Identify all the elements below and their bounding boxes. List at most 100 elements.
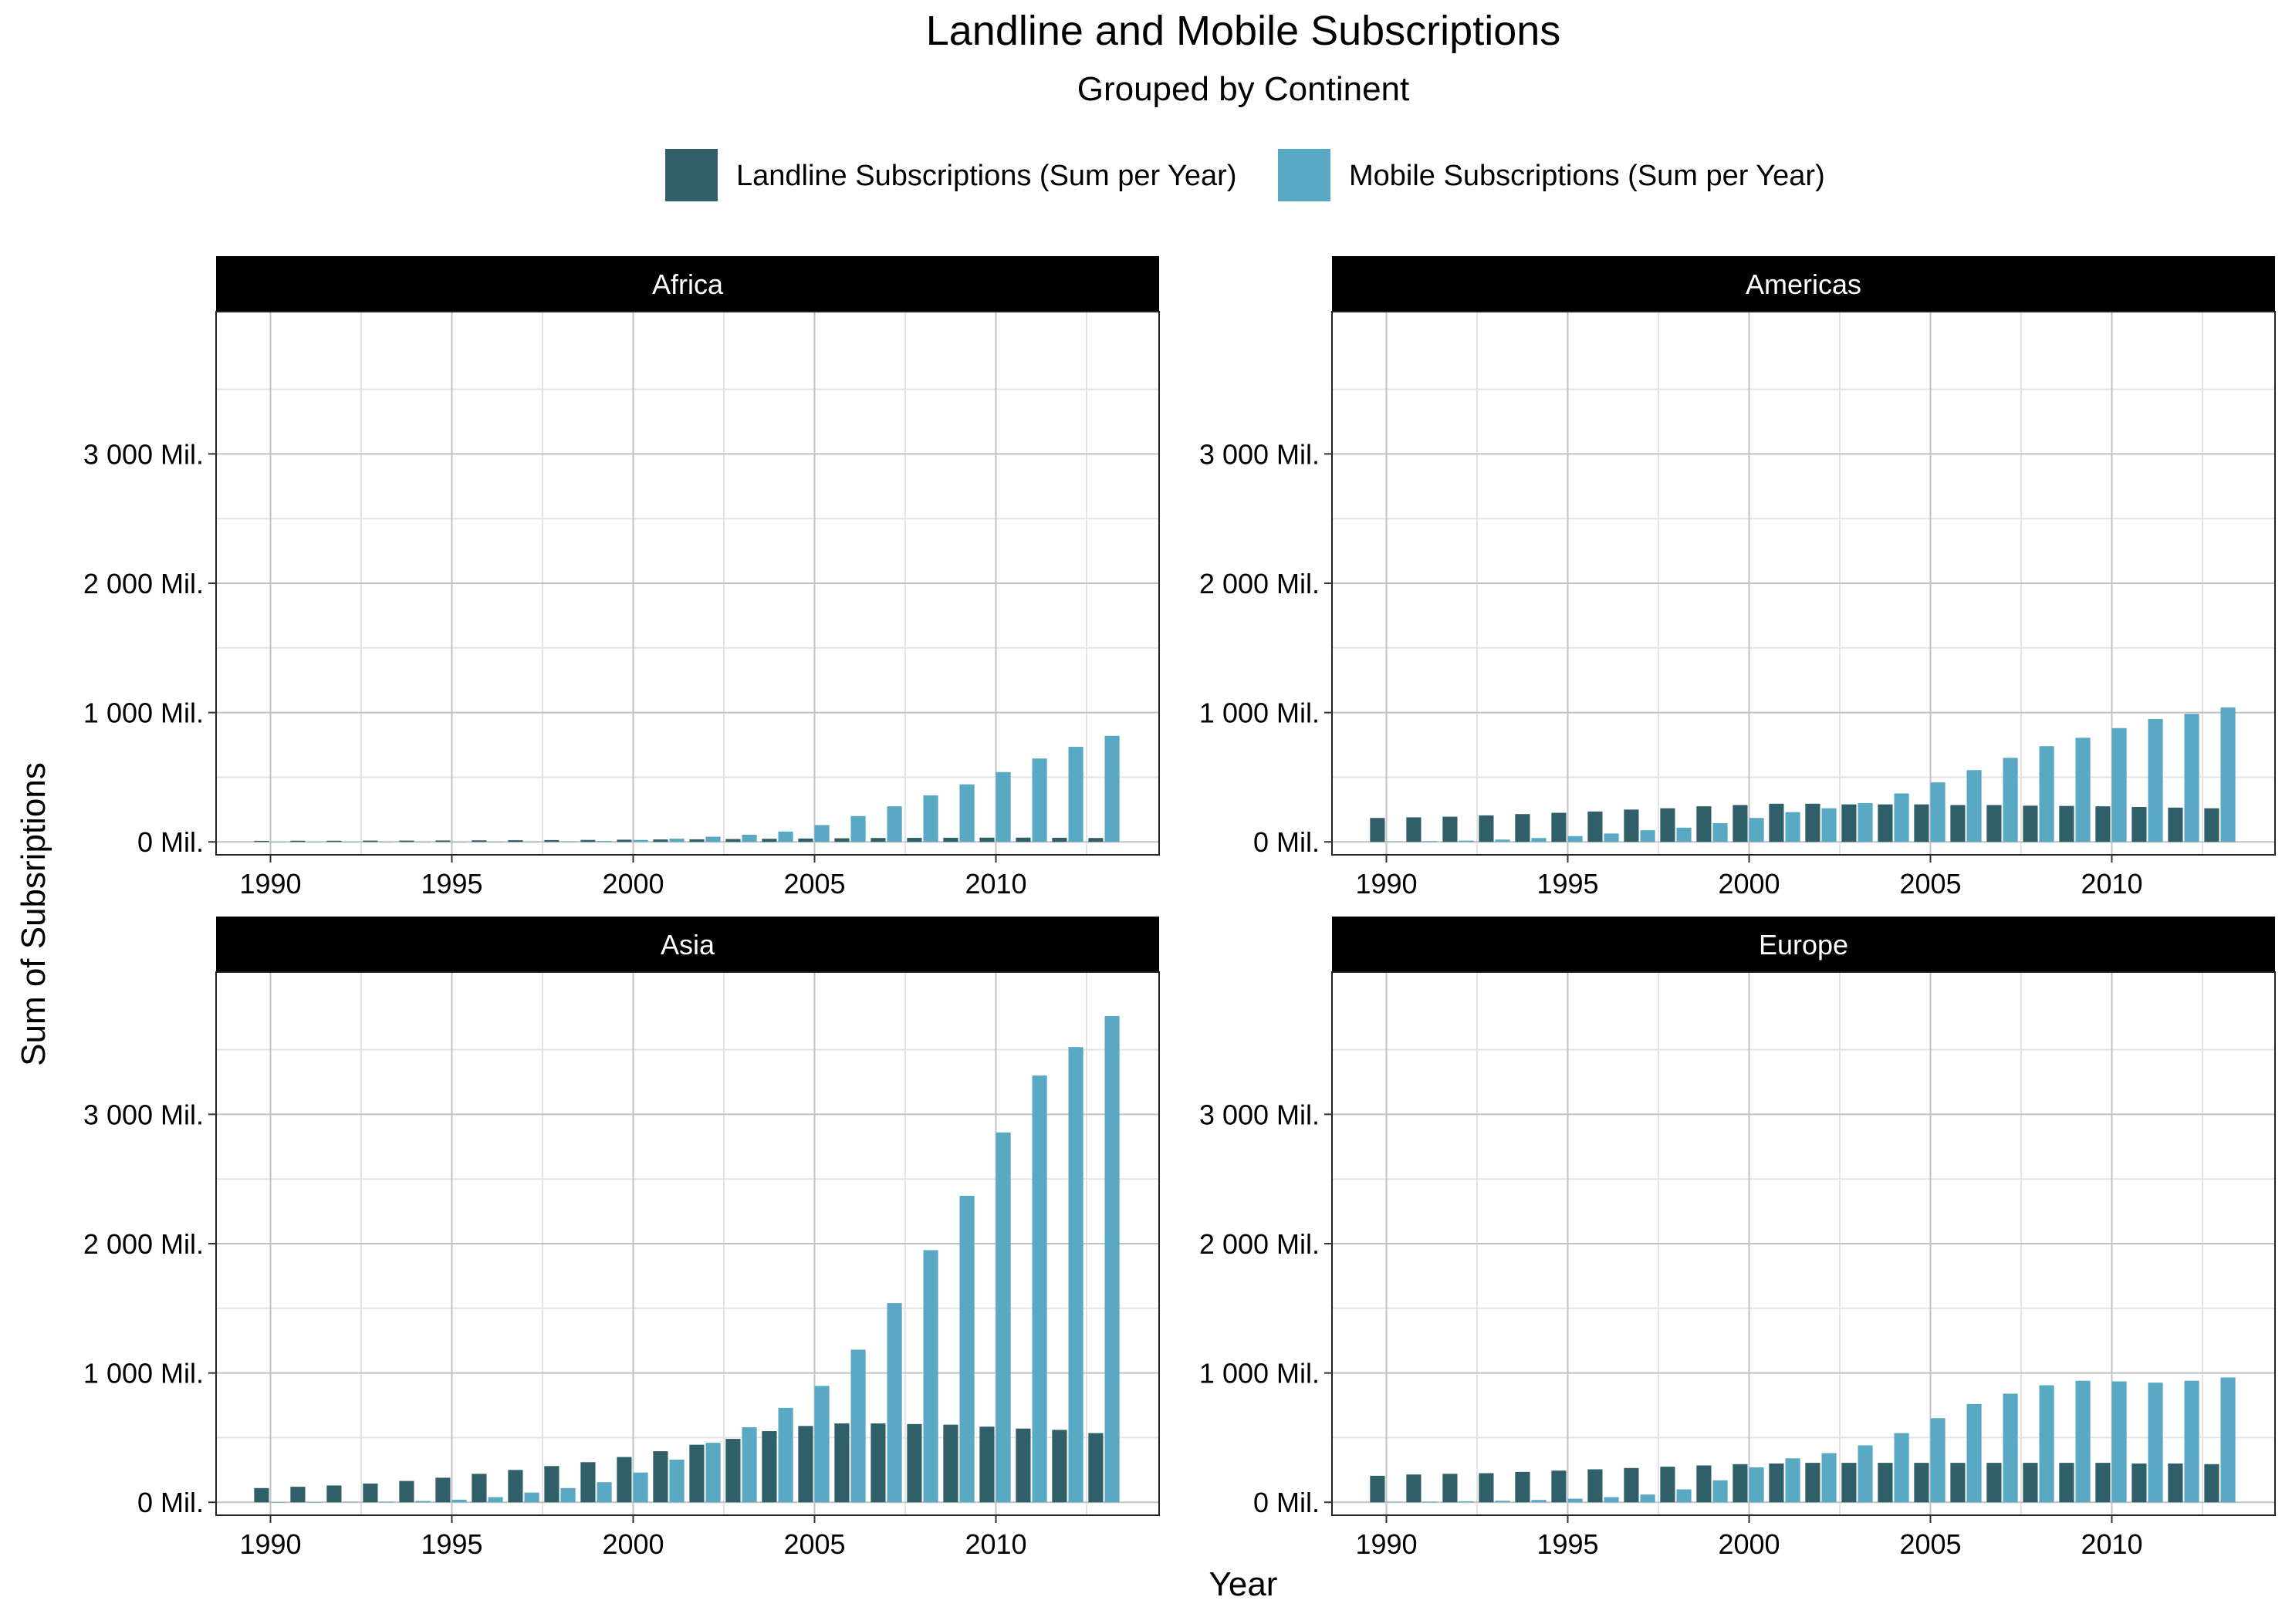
landline-bar-1995 bbox=[1551, 812, 1567, 842]
y-tick-label: 2 000 Mil. bbox=[1199, 1228, 1320, 1260]
facet-panel-africa: Africa 0 Mil. 1 000 Mil. 2 000 Mil. 3 000 Mi… bbox=[83, 256, 1160, 900]
mobile-bar-2010 bbox=[2111, 728, 2127, 842]
landline-bar-1991 bbox=[1406, 1474, 1422, 1503]
landline-bar-1995 bbox=[435, 1477, 451, 1503]
x-tick-label: 2000 bbox=[1718, 868, 1780, 900]
facet-strip bbox=[1332, 917, 2275, 972]
facet-strip-label: Africa bbox=[652, 268, 724, 300]
mobile-bar-2003 bbox=[742, 1427, 757, 1503]
mobile-bar-1998 bbox=[560, 1487, 576, 1503]
landline-bar-2007 bbox=[1986, 805, 2002, 842]
landline-bar-1998 bbox=[1660, 1467, 1675, 1503]
mobile-bar-2003 bbox=[1858, 802, 1873, 842]
mobile-bar-2010 bbox=[996, 771, 1011, 842]
facet-strip bbox=[1332, 256, 2275, 312]
landline-bar-1996 bbox=[1587, 1469, 1603, 1503]
mobile-bar-1995 bbox=[1567, 836, 1583, 842]
landline-bar-2010 bbox=[979, 837, 995, 842]
landline-bar-2010 bbox=[979, 1426, 995, 1503]
landline-bar-2012 bbox=[2168, 1463, 2183, 1503]
legend-swatch-mobile bbox=[1278, 149, 1330, 201]
landline-bar-2006 bbox=[1950, 805, 1966, 842]
landline-bar-2007 bbox=[870, 1423, 886, 1503]
mobile-bar-2007 bbox=[887, 1303, 902, 1503]
mobile-bar-1990 bbox=[270, 1502, 286, 1503]
mobile-bar-2007 bbox=[887, 806, 902, 842]
legend-label-landline: Landline Subscriptions (Sum per Year) bbox=[736, 160, 1237, 192]
y-tick-label: 2 000 Mil. bbox=[83, 1228, 204, 1260]
facet-panel-americas: Americas 0 Mil. 1 000 Mil. 2 000 Mil. 3 000 … bbox=[1199, 256, 2276, 900]
mobile-bar-1997 bbox=[524, 1492, 539, 1503]
mobile-bar-1993 bbox=[379, 1501, 394, 1503]
landline-bar-2000 bbox=[1733, 1464, 1748, 1503]
mobile-bar-2000 bbox=[633, 1472, 648, 1503]
mobile-bar-2003 bbox=[742, 835, 757, 842]
landline-bar-2011 bbox=[2131, 806, 2147, 842]
landline-bar-2002 bbox=[689, 839, 705, 842]
landline-bar-2007 bbox=[870, 838, 886, 842]
y-tick-label: 1 000 Mil. bbox=[1199, 697, 1320, 729]
mobile-bar-2009 bbox=[2075, 1380, 2091, 1503]
mobile-bar-2011 bbox=[2148, 719, 2163, 842]
x-tick-label: 2005 bbox=[1899, 868, 1961, 900]
landline-bar-1992 bbox=[326, 1485, 342, 1503]
landline-bar-2000 bbox=[617, 839, 632, 842]
mobile-bar-2006 bbox=[1966, 1403, 1982, 1503]
mobile-bar-1993 bbox=[1495, 839, 1510, 842]
landline-bar-1991 bbox=[290, 840, 306, 842]
mobile-bar-1993 bbox=[1495, 1501, 1510, 1503]
y-tick-label: 0 Mil. bbox=[137, 1487, 204, 1518]
x-tick-label: 2010 bbox=[2081, 868, 2142, 900]
landline-bar-2005 bbox=[1914, 1463, 1929, 1503]
mobile-bar-2000 bbox=[1749, 1467, 1764, 1503]
x-tick-label: 2010 bbox=[2081, 1528, 2142, 1560]
mobile-bar-2009 bbox=[959, 1195, 975, 1503]
landline-bar-2001 bbox=[653, 1451, 668, 1503]
x-axis-label: Year bbox=[1209, 1565, 1278, 1603]
landline-bar-1993 bbox=[363, 1483, 378, 1503]
legend-label-mobile: Mobile Subscriptions (Sum per Year) bbox=[1349, 160, 1825, 192]
landline-bar-2003 bbox=[1841, 1463, 1857, 1503]
landline-bar-1991 bbox=[1406, 817, 1422, 842]
mobile-bar-2009 bbox=[959, 784, 975, 842]
legend-swatch-landline bbox=[665, 149, 718, 201]
x-tick-label: 2000 bbox=[602, 868, 664, 900]
mobile-bar-1992 bbox=[343, 1501, 358, 1503]
landline-bar-1999 bbox=[1696, 806, 1712, 842]
mobile-bar-2011 bbox=[1032, 1075, 1047, 1503]
mobile-bar-1991 bbox=[1422, 1501, 1438, 1503]
mobile-bar-1999 bbox=[597, 841, 612, 842]
mobile-bar-1995 bbox=[451, 1499, 467, 1503]
mobile-bar-2002 bbox=[705, 836, 721, 842]
y-tick-label: 2 000 Mil. bbox=[1199, 568, 1320, 599]
mobile-bar-1994 bbox=[415, 1501, 431, 1503]
mobile-bar-2005 bbox=[814, 825, 830, 842]
landline-bar-1999 bbox=[580, 839, 596, 842]
landline-bar-1992 bbox=[1442, 1474, 1458, 1503]
mobile-bar-2002 bbox=[1821, 808, 1837, 842]
mobile-bar-2012 bbox=[1068, 747, 1083, 842]
mobile-bar-1998 bbox=[1676, 827, 1692, 842]
landline-bar-1994 bbox=[1515, 1471, 1530, 1503]
landline-bar-2013 bbox=[1088, 838, 1104, 842]
landline-bar-2003 bbox=[1841, 804, 1857, 842]
landline-bar-1998 bbox=[544, 839, 559, 842]
landline-bar-1998 bbox=[544, 1466, 559, 1503]
mobile-bar-1998 bbox=[1676, 1489, 1692, 1503]
landline-bar-1990 bbox=[1370, 1475, 1385, 1503]
mobile-bar-2009 bbox=[2075, 738, 2091, 842]
landline-bar-1997 bbox=[508, 1470, 523, 1503]
mobile-bar-2004 bbox=[778, 1407, 793, 1503]
landline-bar-1996 bbox=[472, 1474, 487, 1503]
mobile-bar-2008 bbox=[2039, 1385, 2054, 1503]
landline-bar-2006 bbox=[834, 838, 850, 842]
chart-subtitle: Grouped by Continent bbox=[1077, 70, 1410, 108]
mobile-bar-2001 bbox=[669, 839, 685, 842]
mobile-bar-1999 bbox=[597, 1482, 612, 1503]
mobile-bar-2004 bbox=[778, 831, 793, 842]
landline-bar-1996 bbox=[1587, 811, 1603, 842]
landline-bar-2004 bbox=[762, 1431, 777, 1503]
landline-bar-2011 bbox=[1016, 1428, 1031, 1503]
landline-bar-2002 bbox=[1805, 803, 1820, 842]
mobile-bar-1991 bbox=[306, 1501, 322, 1503]
